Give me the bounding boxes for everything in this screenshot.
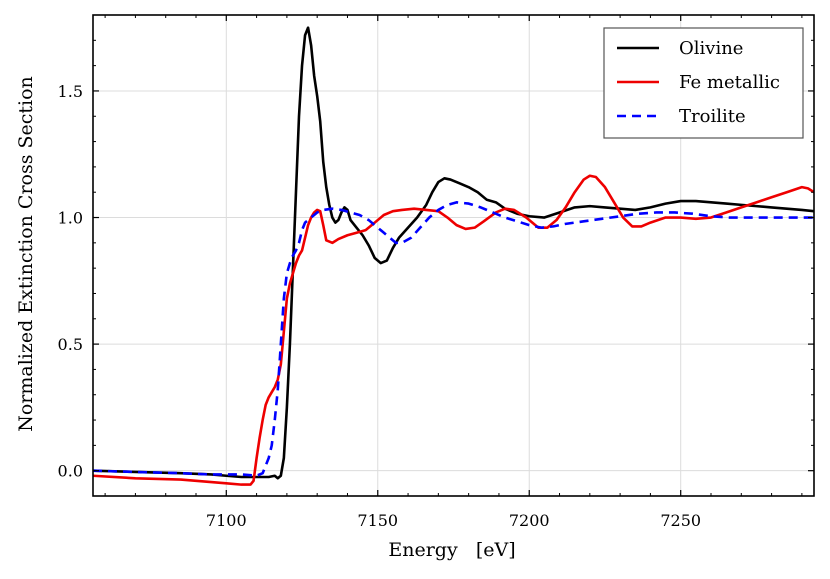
y-tick-label: 1.0 [58,209,83,228]
series-line-olivine [93,26,814,480]
series-line-fe-metallic [93,174,814,486]
series-lines [93,26,814,486]
x-tick-label: 7200 [509,511,550,530]
legend: Olivine Fe metallic Troilite [603,27,804,139]
tick-labels: 7100 7150 7200 7250 0.0 0.5 1.0 1.5 [58,82,702,530]
axis-ticks [93,15,814,497]
series-line-troilite [93,201,814,478]
legend-label: Fe metallic [679,72,780,93]
legend-label: Olivine [679,38,743,59]
x-axis-label: Energy [eV] [388,539,515,561]
x-tick-label: 7250 [660,511,701,530]
plot-frame [92,14,815,497]
x-tick-label: 7150 [357,511,398,530]
x-tick-label: 7100 [206,511,247,530]
legend-label: Troilite [679,106,746,127]
y-tick-label: 0.5 [58,335,83,354]
y-axis-label: Normalized Extinction Cross Section [15,76,37,432]
y-tick-label: 0.0 [58,462,83,481]
y-tick-label: 1.5 [58,82,83,101]
